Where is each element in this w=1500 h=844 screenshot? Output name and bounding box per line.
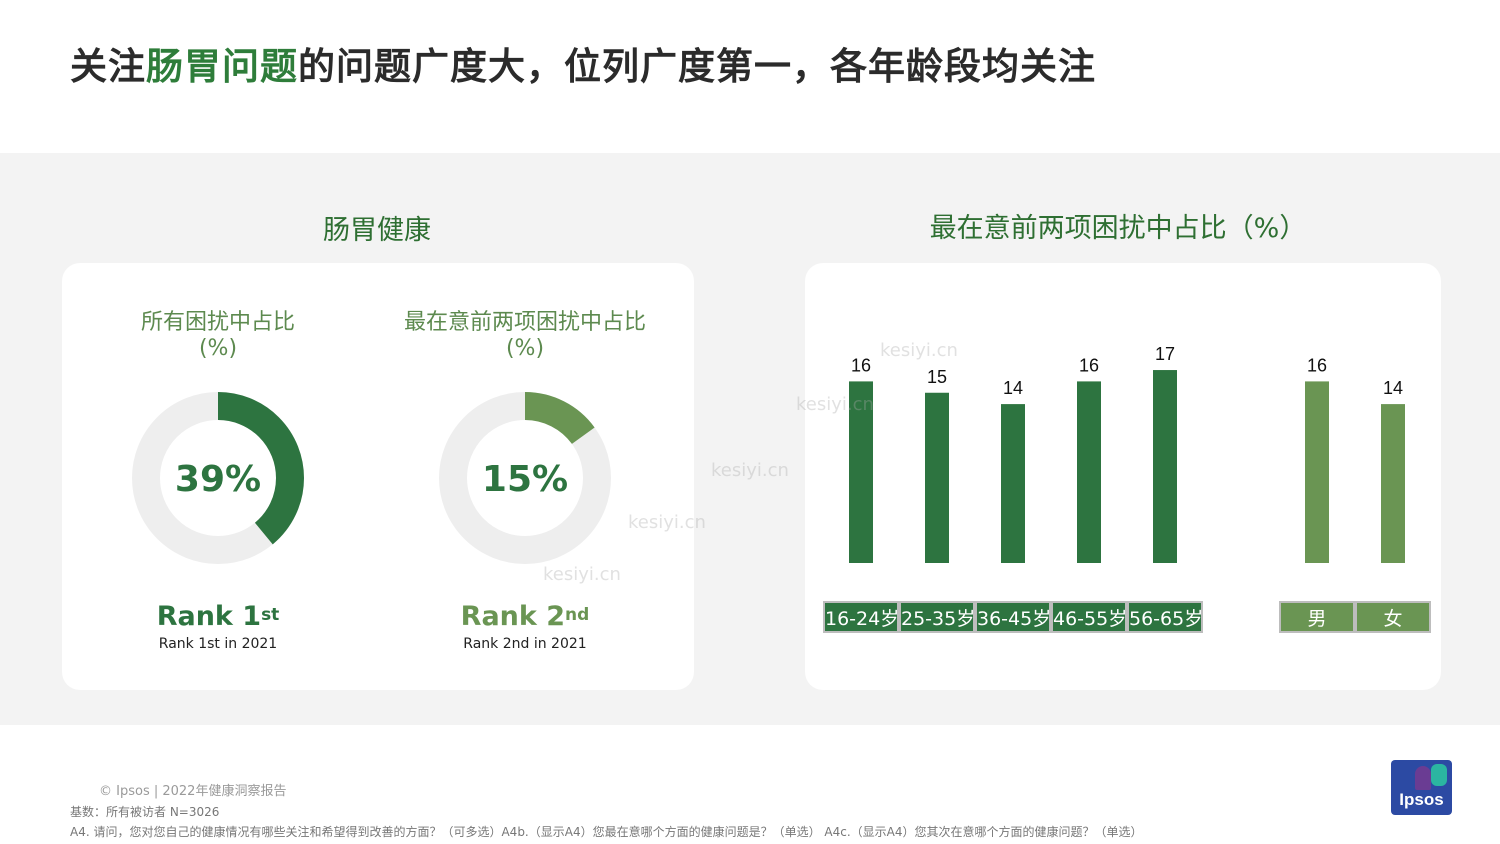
bar-value-label-25-35岁: 15 xyxy=(927,367,947,387)
bar-16-24岁 xyxy=(849,381,873,563)
bar-value-label-男: 16 xyxy=(1307,355,1327,375)
bar-value-label-56-65岁: 17 xyxy=(1155,344,1175,364)
donut-block-top2: 最在意前两项困扰中占比 (%) 15% Rank 2nd Rank 2nd in… xyxy=(375,310,675,652)
donut-label-top2-line1: 最在意前两项困扰中占比 xyxy=(403,310,646,335)
donut-block-all: 所有困扰中占比 (%) 39% Rank 1st Rank 1st in 202… xyxy=(68,310,368,652)
bar-value-label-女: 14 xyxy=(1383,378,1403,398)
category-label-女: 女 xyxy=(1355,601,1431,633)
rank-sub-top2: Rank 2nd in 2021 xyxy=(463,636,587,652)
bar-value-label-46-55岁: 16 xyxy=(1079,355,1099,375)
rank-text-top2: Rank 2 xyxy=(460,601,566,632)
donut-chart-all: 39% xyxy=(132,392,304,564)
donut-arc-top2 xyxy=(439,392,611,564)
bar-chart-svg: 16 15 14 16 17 16 14 xyxy=(849,344,1405,563)
category-label-56-65岁: 56-65岁 xyxy=(1127,601,1203,633)
watermark-1: kesiyi.cn xyxy=(880,340,958,361)
category-label-16-24岁: 16-24岁 xyxy=(823,601,899,633)
title-prefix: 关注 xyxy=(70,45,146,88)
donut-value-all: 39% xyxy=(175,459,261,500)
watermark-4: kesiyi.cn xyxy=(628,512,706,533)
rank-sup-top2: nd xyxy=(565,605,590,625)
logo-mark-2 xyxy=(1431,764,1447,786)
left-section-title: 肠胃健康 xyxy=(323,215,431,246)
bar-36-45岁 xyxy=(1001,404,1025,563)
donut-arc-all xyxy=(132,392,304,564)
donut-label-all-line2: (%) xyxy=(198,336,238,361)
rank-main-all: Rank 1st xyxy=(68,602,368,632)
rank-main-top2: Rank 2nd xyxy=(375,602,675,632)
bar-25-35岁 xyxy=(925,392,949,563)
watermark-2: kesiyi.cn xyxy=(796,394,874,415)
logo-mark xyxy=(1415,766,1431,790)
question-note: A4. 请问，您对您自己的健康情况有哪些关注和希望得到改善的方面？（可多选）A4… xyxy=(70,825,1143,839)
donut-value-top2: 15% xyxy=(482,459,568,500)
page-title: 关注肠胃问题的问题广度大，位列广度第一，各年龄段均关注 xyxy=(70,36,1096,90)
bar-男 xyxy=(1305,381,1329,563)
watermark-5: kesiyi.cn xyxy=(543,564,621,585)
title-highlight: 肠胃问题 xyxy=(146,45,298,88)
ipsos-logo: Ipsos xyxy=(1391,760,1452,815)
title-suffix: 的问题广度大，位列广度第一，各年龄段均关注 xyxy=(298,45,1096,88)
base-text: 基数：所有被访者 N=3026 xyxy=(70,805,220,819)
right-section-title: 最在意前两项困扰中占比（%） xyxy=(929,213,1307,244)
watermark-3: kesiyi.cn xyxy=(711,460,789,481)
rank-text-all: Rank 1 xyxy=(156,601,262,632)
rank-sup-all: st xyxy=(261,605,280,625)
bar-女 xyxy=(1381,404,1405,563)
rank-sub-all: Rank 1st in 2021 xyxy=(158,636,278,652)
category-label-46-55岁: 46-55岁 xyxy=(1051,601,1127,633)
category-label-36-45岁: 36-45岁 xyxy=(975,601,1051,633)
donut-label-all-line1: 所有困扰中占比 xyxy=(140,310,295,335)
donut-chart-top2: 15% xyxy=(439,392,611,564)
bar-value-label-16-24岁: 16 xyxy=(851,355,871,375)
category-label-25-35岁: 25-35岁 xyxy=(899,601,975,633)
bar-value-label-36-45岁: 14 xyxy=(1003,378,1023,398)
logo-text: Ipsos xyxy=(1399,790,1444,809)
copyright-text: © Ipsos | 2022年健康洞察报告 xyxy=(99,784,287,799)
donut-label-top2-line2: (%) xyxy=(505,336,545,361)
bar-46-55岁 xyxy=(1077,381,1101,563)
bar-56-65岁 xyxy=(1153,370,1177,563)
category-label-男: 男 xyxy=(1279,601,1355,633)
